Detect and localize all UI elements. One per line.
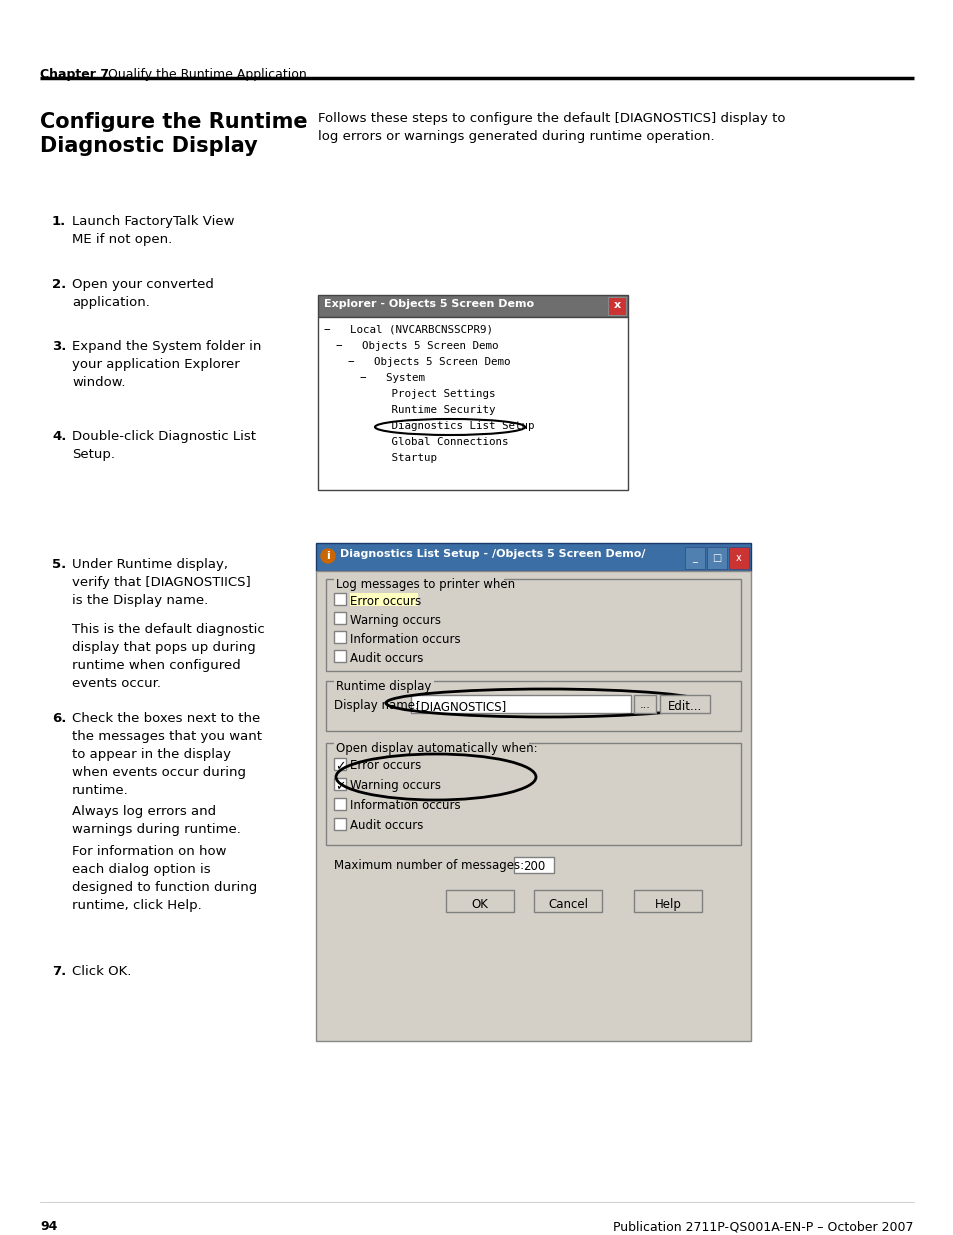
FancyBboxPatch shape [684,547,704,569]
FancyBboxPatch shape [334,818,346,830]
Text: ✓: ✓ [335,760,345,773]
FancyBboxPatch shape [326,579,740,671]
FancyBboxPatch shape [607,296,625,315]
Text: Click OK.: Click OK. [71,965,132,978]
FancyBboxPatch shape [334,676,434,687]
Text: 94: 94 [40,1220,57,1233]
Text: x: x [736,553,741,563]
Text: Configure the Runtime
Diagnostic Display: Configure the Runtime Diagnostic Display [40,112,307,156]
Text: Diagnostics List Setup: Diagnostics List Setup [372,421,534,431]
FancyBboxPatch shape [334,593,346,605]
FancyBboxPatch shape [514,857,554,873]
Text: Check the boxes next to the
the messages that you want
to appear in the display
: Check the boxes next to the the messages… [71,713,262,797]
FancyBboxPatch shape [326,680,740,731]
Text: □: □ [712,553,720,563]
Text: Diagnostics List Setup - /Objects 5 Screen Demo/: Diagnostics List Setup - /Objects 5 Scre… [339,550,645,559]
FancyBboxPatch shape [315,571,750,1041]
FancyBboxPatch shape [334,573,503,585]
FancyBboxPatch shape [634,695,656,713]
Text: Audit occurs: Audit occurs [350,652,423,664]
Text: _: _ [692,553,697,563]
Text: Follows these steps to configure the default [DIAGNOSTICS] display to
log errors: Follows these steps to configure the def… [317,112,784,143]
FancyBboxPatch shape [411,695,630,713]
Text: Open display automatically when:: Open display automatically when: [335,742,537,755]
FancyBboxPatch shape [334,650,346,662]
Text: 7.: 7. [52,965,66,978]
Text: 2.: 2. [52,278,66,291]
Text: Warning occurs: Warning occurs [350,614,440,627]
FancyBboxPatch shape [706,547,726,569]
Text: x: x [613,300,619,310]
FancyBboxPatch shape [334,737,529,748]
Text: Maximum number of messages:: Maximum number of messages: [334,860,523,872]
Text: Startup: Startup [372,453,436,463]
FancyBboxPatch shape [334,798,346,810]
Text: −   System: − System [359,373,424,383]
Text: Expand the System folder in
your application Explorer
window.: Expand the System folder in your applica… [71,340,261,389]
Text: [DIAGNOSTICS]: [DIAGNOSTICS] [416,700,506,713]
FancyBboxPatch shape [446,890,514,911]
FancyBboxPatch shape [728,547,748,569]
FancyBboxPatch shape [334,778,346,790]
Text: Display name:: Display name: [334,699,418,713]
FancyBboxPatch shape [334,631,346,643]
Text: 1.: 1. [52,215,66,228]
Text: Launch FactoryTalk View
ME if not open.: Launch FactoryTalk View ME if not open. [71,215,234,246]
Text: Under Runtime display,
verify that [DIAGNOSTIICS]
is the Display name.: Under Runtime display, verify that [DIAG… [71,558,251,606]
FancyBboxPatch shape [315,543,750,571]
Text: i: i [326,551,330,561]
Text: Information occurs: Information occurs [350,634,460,646]
FancyBboxPatch shape [317,295,627,317]
Text: 200: 200 [522,860,544,873]
Text: Qualify the Runtime Application: Qualify the Runtime Application [108,68,307,82]
Text: Help: Help [654,898,680,911]
Text: Runtime display: Runtime display [335,680,431,693]
Text: ...: ... [639,700,650,710]
Text: ✓: ✓ [335,781,345,793]
Text: Chapter 7: Chapter 7 [40,68,109,82]
Text: 6.: 6. [52,713,67,725]
Text: Project Settings: Project Settings [372,389,495,399]
Text: Runtime Security: Runtime Security [372,405,495,415]
Text: Error occurs: Error occurs [350,595,421,608]
Text: Explorer - Objects 5 Screen Demo: Explorer - Objects 5 Screen Demo [324,299,534,309]
Text: Log messages to printer when: Log messages to printer when [335,578,515,592]
FancyBboxPatch shape [659,695,709,713]
Text: −   Objects 5 Screen Demo: − Objects 5 Screen Demo [335,341,498,351]
Text: Publication 2711P-QS001A-EN-P – October 2007: Publication 2711P-QS001A-EN-P – October … [613,1220,913,1233]
Text: Information occurs: Information occurs [350,799,460,811]
Text: Warning occurs: Warning occurs [350,779,440,792]
Text: Always log errors and
warnings during runtime.: Always log errors and warnings during ru… [71,805,240,836]
FancyBboxPatch shape [326,743,740,845]
Text: 4.: 4. [52,430,67,443]
FancyBboxPatch shape [350,593,417,606]
Text: Error occurs: Error occurs [350,760,421,772]
Text: 5.: 5. [52,558,66,571]
Text: −   Objects 5 Screen Demo: − Objects 5 Screen Demo [348,357,510,367]
Text: Global Connections: Global Connections [372,437,508,447]
Text: 3.: 3. [52,340,67,353]
Text: Double-click Diagnostic List
Setup.: Double-click Diagnostic List Setup. [71,430,255,461]
FancyBboxPatch shape [334,758,346,769]
Text: This is the default diagnostic
display that pops up during
runtime when configur: This is the default diagnostic display t… [71,622,265,690]
FancyBboxPatch shape [334,613,346,624]
Text: Cancel: Cancel [547,898,587,911]
FancyBboxPatch shape [634,890,701,911]
Text: Open your converted
application.: Open your converted application. [71,278,213,309]
Text: Audit occurs: Audit occurs [350,819,423,832]
Text: −   Local (NVCARBCNSSCPR9): − Local (NVCARBCNSSCPR9) [324,325,493,335]
FancyBboxPatch shape [317,317,627,490]
Text: Edit...: Edit... [667,700,701,713]
FancyBboxPatch shape [534,890,601,911]
Text: OK: OK [471,898,488,911]
Text: For information on how
each dialog option is
designed to function during
runtime: For information on how each dialog optio… [71,845,257,911]
Circle shape [320,550,335,563]
